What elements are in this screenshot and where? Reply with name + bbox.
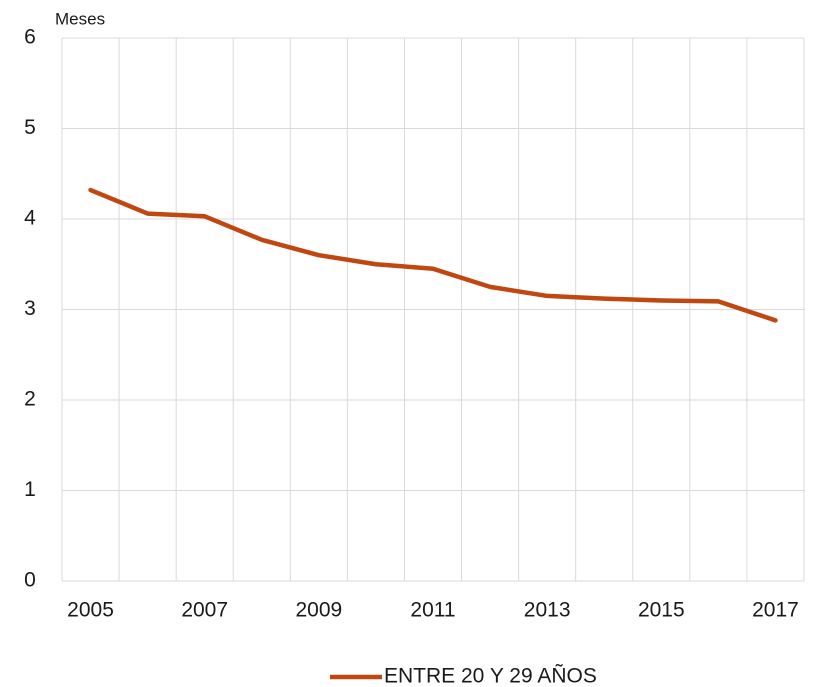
- y-tick-label: 4: [24, 207, 36, 230]
- legend-label: ENTRE 20 Y 29 AÑOS: [384, 664, 597, 687]
- x-tick-label: 2009: [295, 599, 342, 622]
- x-tick-label: 2015: [638, 599, 685, 622]
- y-axis-label: Meses: [55, 9, 105, 28]
- y-tick-label: 5: [24, 116, 36, 139]
- x-tick-label: 2005: [67, 599, 114, 622]
- y-tick-label: 6: [24, 26, 36, 49]
- y-tick-label: 1: [24, 478, 36, 501]
- y-tick-label: 0: [24, 569, 36, 592]
- x-tick-label: 2007: [181, 599, 228, 622]
- line-series: [88, 187, 778, 323]
- x-tick-label: 2013: [524, 599, 571, 622]
- y-tick-label: 3: [24, 297, 36, 320]
- x-tick-label: 2017: [752, 599, 799, 622]
- x-tick-label: 2011: [410, 599, 455, 622]
- y-tick-label: 2: [24, 388, 36, 411]
